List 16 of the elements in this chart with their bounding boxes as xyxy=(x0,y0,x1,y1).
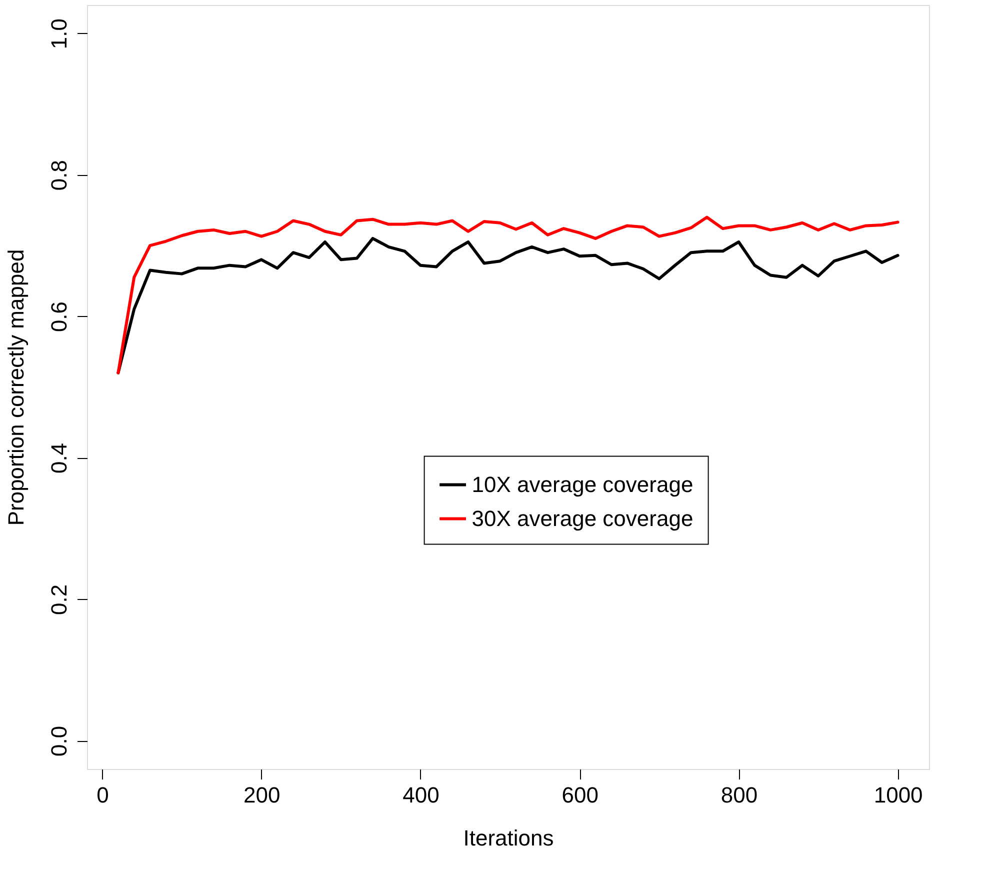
y-tick-label: 0.4 xyxy=(46,442,72,474)
x-tick-label: 0 xyxy=(96,782,109,808)
y-tick-label: 0.2 xyxy=(46,584,72,616)
legend-label: 30X average coverage xyxy=(472,506,694,531)
x-tick-label: 600 xyxy=(562,782,598,808)
y-axis-title: Proportion correctly mapped xyxy=(4,249,28,526)
x-tick-label: 800 xyxy=(720,782,758,808)
y-tick-label: 0.6 xyxy=(46,301,72,332)
y-tick-label: 0.0 xyxy=(46,726,72,756)
y-tick-label: 1.0 xyxy=(46,18,72,50)
x-axis-title: Iterations xyxy=(463,826,554,850)
x-tick-label: 400 xyxy=(402,782,440,808)
x-tick-label: 200 xyxy=(244,782,280,808)
legend-label: 10X average coverage xyxy=(472,472,694,497)
x-tick-label: 1000 xyxy=(874,782,923,808)
y-tick-label: 0.8 xyxy=(46,160,72,191)
